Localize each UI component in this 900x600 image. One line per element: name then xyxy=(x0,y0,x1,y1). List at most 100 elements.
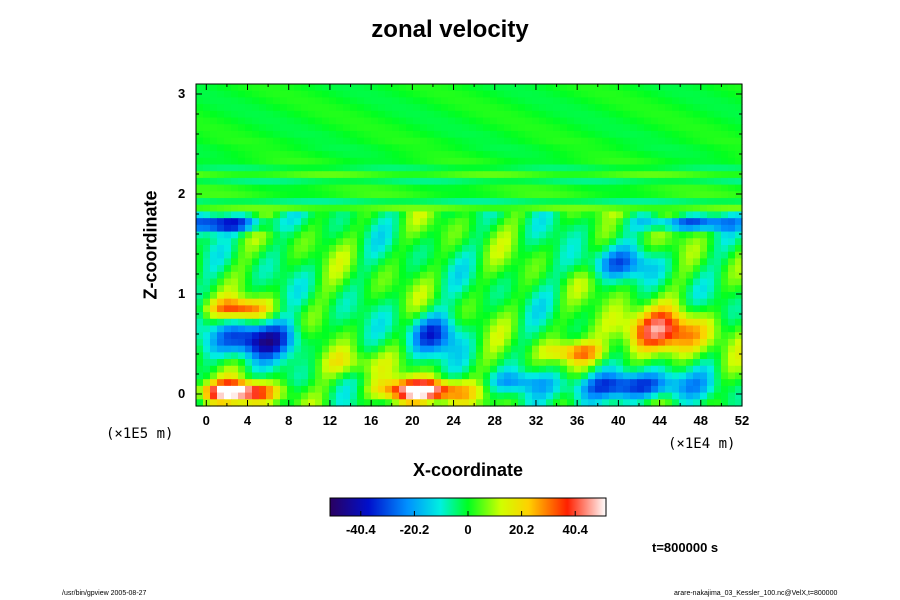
heatmap-cell xyxy=(441,312,449,320)
heatmap-cell xyxy=(714,224,722,233)
heatmap-cell xyxy=(539,151,547,159)
heatmap-cell xyxy=(357,130,365,139)
heatmap-cell xyxy=(595,332,603,340)
heatmap-cell xyxy=(378,184,386,192)
heatmap-cell xyxy=(616,157,624,166)
heatmap-cell xyxy=(434,151,442,159)
heatmap-cell xyxy=(399,285,407,293)
heatmap-cell xyxy=(406,352,414,360)
heatmap-cell xyxy=(448,124,456,132)
heatmap-cell xyxy=(609,251,617,260)
heatmap-cell xyxy=(700,171,708,179)
heatmap-cell xyxy=(644,191,652,199)
heatmap-cell xyxy=(581,372,589,380)
heatmap-cell xyxy=(462,291,470,300)
heatmap-cell xyxy=(427,97,435,105)
heatmap-cell xyxy=(245,224,253,233)
heatmap-cell xyxy=(287,332,295,340)
heatmap-cell xyxy=(553,325,561,333)
heatmap-cell xyxy=(602,84,610,92)
heatmap-cell xyxy=(686,251,694,260)
heatmap-cell xyxy=(329,332,337,340)
heatmap-cell xyxy=(406,271,414,280)
heatmap-cell xyxy=(406,338,414,347)
heatmap-cell xyxy=(728,104,736,112)
heatmap-cell xyxy=(525,144,533,152)
heatmap-cell xyxy=(308,144,316,152)
heatmap-cell xyxy=(518,385,526,394)
heatmap-cell xyxy=(658,164,666,172)
heatmap-cell xyxy=(504,224,512,233)
heatmap-cell xyxy=(595,231,603,239)
heatmap-cell xyxy=(728,372,736,380)
heatmap-cell xyxy=(308,265,316,273)
heatmap-cell xyxy=(637,365,645,374)
heatmap-cell xyxy=(259,278,267,286)
heatmap-cell xyxy=(434,399,442,407)
heatmap-cell xyxy=(679,345,687,353)
heatmap-cell xyxy=(238,231,246,239)
heatmap-cell xyxy=(602,224,610,233)
heatmap-cell xyxy=(651,204,659,213)
heatmap-cell xyxy=(266,245,274,253)
heatmap-cell xyxy=(672,117,680,125)
heatmap-cell xyxy=(469,385,477,394)
heatmap-cell xyxy=(651,312,659,320)
heatmap-cell xyxy=(371,238,379,246)
heatmap-cell xyxy=(504,211,512,219)
heatmap-cell xyxy=(504,97,512,105)
heatmap-cell xyxy=(294,251,302,260)
heatmap-cell xyxy=(287,184,295,192)
heatmap-cell xyxy=(245,124,253,132)
heatmap-cell xyxy=(357,265,365,273)
heatmap-cell xyxy=(693,318,701,327)
heatmap-cell xyxy=(315,352,323,360)
heatmap-cell xyxy=(595,97,603,105)
heatmap-cell xyxy=(238,97,246,105)
heatmap-cell xyxy=(301,345,309,353)
heatmap-cell xyxy=(287,305,295,313)
heatmap-cell xyxy=(707,305,715,313)
heatmap-cell xyxy=(609,392,617,400)
heatmap-cell xyxy=(448,271,456,280)
heatmap-cell xyxy=(280,318,288,327)
heatmap-cell xyxy=(525,238,533,246)
heatmap-cell xyxy=(427,157,435,166)
heatmap-cell xyxy=(238,385,246,394)
heatmap-cell xyxy=(574,258,582,266)
heatmap-cell xyxy=(574,231,582,239)
heatmap-cell xyxy=(707,157,715,166)
heatmap-cell xyxy=(651,104,659,112)
heatmap-cell xyxy=(217,372,225,380)
heatmap-cell xyxy=(210,97,218,105)
heatmap-cell xyxy=(210,318,218,327)
heatmap-cell xyxy=(266,399,274,407)
heatmap-cell xyxy=(441,399,449,407)
heatmap-cell xyxy=(336,365,344,374)
heatmap-cell xyxy=(385,325,393,333)
heatmap-cell xyxy=(693,245,701,253)
heatmap-cell xyxy=(546,137,554,145)
heatmap-cell xyxy=(259,184,267,192)
heatmap-cell xyxy=(420,392,428,400)
heatmap-cell xyxy=(637,184,645,192)
heatmap-cell xyxy=(637,151,645,159)
heatmap-cell xyxy=(385,399,393,407)
heatmap-cell xyxy=(714,124,722,132)
heatmap-cell xyxy=(462,171,470,179)
heatmap-cell xyxy=(532,385,540,394)
heatmap-cell xyxy=(490,97,498,105)
heatmap-cell xyxy=(721,218,729,226)
heatmap-cell xyxy=(686,291,694,300)
heatmap-cell xyxy=(238,245,246,253)
heatmap-cell xyxy=(322,352,330,360)
heatmap-cell xyxy=(553,278,561,286)
heatmap-cell xyxy=(490,298,498,306)
heatmap-cell xyxy=(476,359,484,367)
heatmap-cell xyxy=(518,198,526,206)
heatmap-cell xyxy=(679,198,687,206)
heatmap-cell xyxy=(301,231,309,239)
heatmap-cell xyxy=(539,224,547,233)
heatmap-cell xyxy=(287,359,295,367)
heatmap-cell xyxy=(686,137,694,145)
